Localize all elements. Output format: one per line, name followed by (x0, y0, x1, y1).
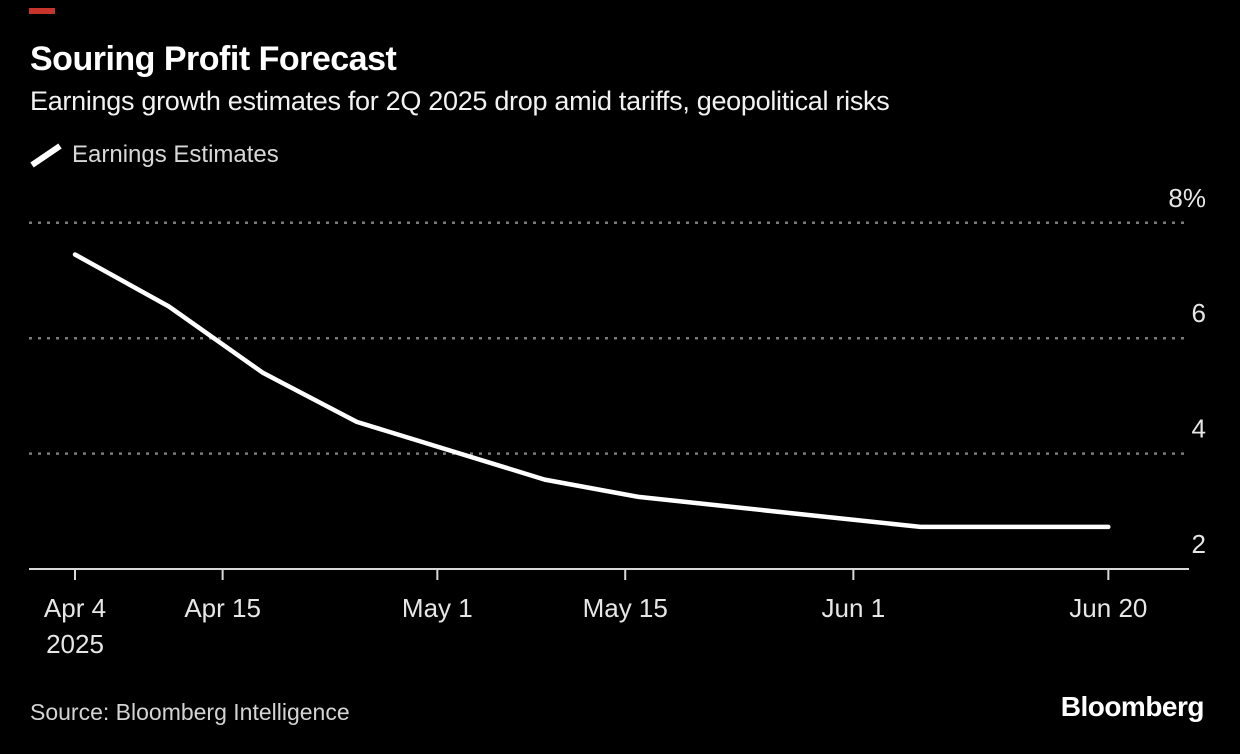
x-axis-tick-label: Apr 15 (184, 593, 261, 623)
y-axis-tick-label: 2 (1192, 529, 1206, 559)
y-axis-tick-label: 8% (1168, 183, 1206, 213)
x-axis-tick-label: Jun 20 (1069, 593, 1147, 623)
legend: Earnings Estimates (30, 141, 279, 169)
y-axis-tick-label: 4 (1192, 414, 1206, 444)
chart-title: Souring Profit Forecast (30, 40, 397, 78)
bloomberg-logo: Bloomberg (1060, 691, 1205, 722)
x-axis-tick-label: Apr 4 (44, 593, 106, 623)
earnings-estimates-line (72, 252, 1111, 530)
x-axis-tick-sublabel: 2025 (46, 629, 104, 659)
source-note: Source: Bloomberg Intelligence (30, 699, 350, 725)
line-series-icon (30, 143, 62, 168)
legend-label: Earnings Estimates (72, 141, 279, 168)
y-axis-tick-label: 6 (1192, 298, 1206, 328)
x-axis-tick-label: Jun 1 (822, 593, 886, 623)
x-axis-tick-label: May 1 (402, 593, 473, 623)
chart-subtitle: Earnings growth estimates for 2Q 2025 dr… (30, 86, 890, 116)
x-axis-tick-label: May 15 (583, 593, 668, 623)
red-accent-mark (29, 8, 55, 14)
